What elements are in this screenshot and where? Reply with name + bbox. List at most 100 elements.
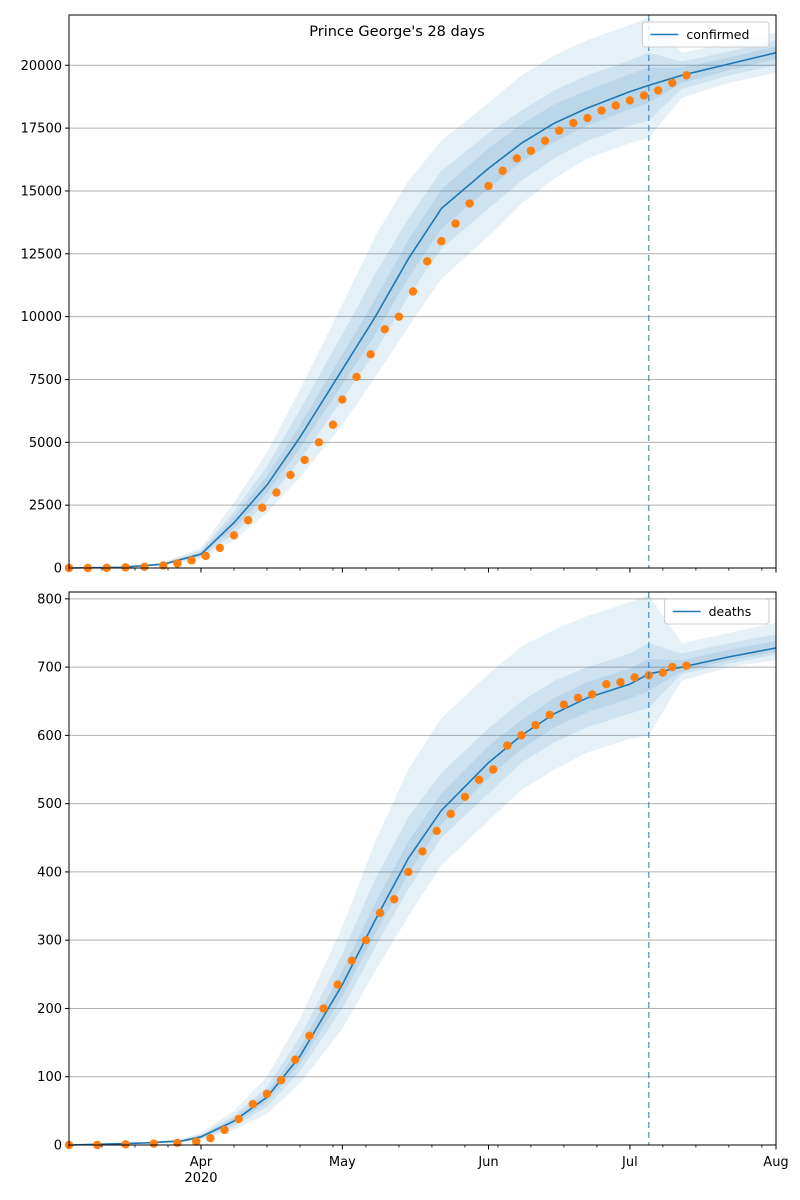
observed-point	[545, 710, 554, 720]
observed-point	[333, 980, 342, 989]
y-tick-label: 15000	[21, 184, 62, 199]
observed-point	[291, 1055, 300, 1064]
observed-point	[352, 372, 361, 382]
observed-point	[380, 325, 389, 334]
observed-point	[234, 1114, 243, 1124]
observed-point	[611, 101, 620, 110]
observed-point	[583, 113, 592, 123]
observed-point	[437, 237, 446, 246]
observed-point	[192, 1137, 201, 1146]
observed-point	[465, 199, 474, 208]
observed-point	[149, 1139, 159, 1148]
observed-point	[559, 700, 569, 709]
observed-point	[569, 118, 578, 128]
model-line	[68, 647, 777, 1146]
observed-point	[229, 531, 239, 540]
observed-point	[682, 661, 691, 670]
observed-point	[314, 438, 324, 447]
x-tick-label: May	[329, 1155, 356, 1170]
observed-point	[668, 662, 677, 672]
observed-point	[526, 146, 536, 155]
observed-point	[503, 741, 512, 750]
observed-point	[517, 731, 526, 740]
observed-point	[432, 826, 441, 836]
observed-point	[597, 106, 606, 115]
y-tick-label: 2500	[29, 499, 62, 514]
observed-point	[630, 673, 639, 682]
observed-point	[201, 551, 210, 561]
observed-point	[451, 219, 460, 228]
confirmed-panel: 0 2500 5000 7500 10000 12500 15000 17500 20000 co…	[21, 14, 777, 577]
observed-point	[573, 693, 583, 703]
observed-point	[587, 690, 597, 699]
y-tick-label: 700	[37, 661, 62, 676]
observed-point	[187, 556, 196, 565]
observed-point	[616, 677, 625, 687]
x-tick-label: Jul	[621, 1155, 638, 1170]
uncertainty-band	[69, 46, 776, 569]
observed-point	[361, 935, 371, 945]
y-tick-label: 200	[37, 1002, 62, 1017]
y-tick-label: 500	[37, 797, 62, 812]
observed-point	[484, 181, 493, 191]
observed-point	[625, 96, 635, 105]
observed-point	[262, 1089, 272, 1099]
y-tick-label: 800	[37, 592, 62, 607]
y-tick-label: 10000	[21, 310, 62, 325]
y-tick-label: 5000	[29, 436, 62, 451]
observed-point	[220, 1125, 229, 1135]
y-tick-label: 17500	[21, 122, 62, 137]
observed-point	[300, 455, 309, 465]
observed-point	[658, 668, 668, 677]
observed-point	[375, 908, 385, 918]
uncertainty-band	[69, 17, 776, 568]
y-tick-label: 0	[54, 1139, 62, 1154]
observed-point	[215, 543, 225, 553]
x-tick-label: Aug	[763, 1155, 788, 1170]
observed-point	[366, 350, 375, 359]
observed-point	[173, 559, 182, 568]
y-tick-label: 400	[37, 865, 62, 880]
observed-point	[540, 136, 550, 145]
observed-point	[248, 1099, 258, 1109]
observed-point	[531, 720, 540, 730]
observed-point	[474, 775, 484, 784]
y-tick-label: 100	[37, 1070, 62, 1085]
observed-point	[639, 91, 649, 100]
observed-point	[286, 470, 295, 480]
x-tick-label: Apr	[190, 1155, 213, 1170]
model-line	[68, 51, 777, 569]
y-tick-label: 12500	[21, 247, 62, 262]
observed-point	[653, 86, 663, 95]
observed-point	[206, 1133, 215, 1143]
observed-point	[390, 895, 399, 904]
observed-point	[276, 1075, 286, 1085]
chart-title: Prince George's 28 days	[309, 24, 484, 40]
axes-frame	[68, 14, 777, 569]
legend-box	[664, 598, 770, 625]
observed-point	[668, 78, 677, 88]
axes-frame	[68, 591, 777, 1146]
observed-point	[408, 287, 418, 296]
uncertainty-band	[69, 595, 776, 1145]
x-tick-label: Jun	[477, 1155, 498, 1170]
observed-point	[682, 71, 691, 80]
y-tick-label: 7500	[29, 373, 62, 388]
observed-point	[554, 126, 564, 135]
y-tick-label: 600	[37, 729, 62, 744]
observed-point	[272, 488, 281, 497]
y-tick-label: 300	[37, 934, 62, 949]
observed-point	[347, 956, 356, 965]
y-tick-label: 20000	[21, 59, 62, 74]
legend-label: confirmed	[686, 27, 749, 42]
observed-point	[140, 562, 149, 571]
observed-point	[338, 395, 347, 404]
y-tick-label: 0	[54, 562, 62, 577]
observed-point	[512, 154, 521, 163]
observed-point	[319, 1004, 328, 1013]
observed-point	[423, 257, 432, 266]
observed-point	[460, 792, 470, 802]
